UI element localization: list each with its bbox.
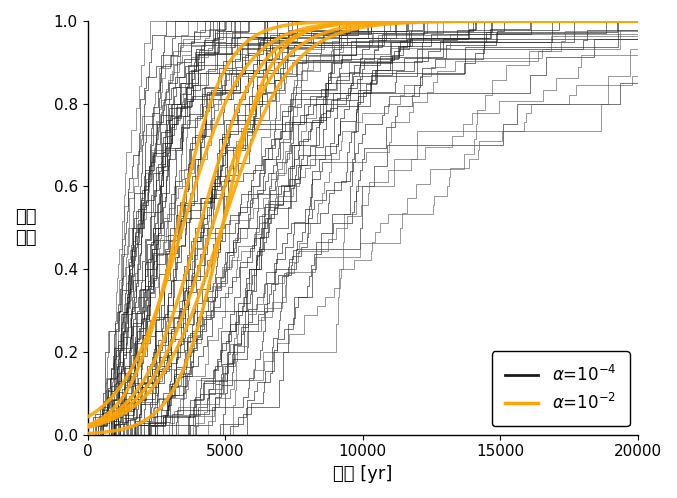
Y-axis label: 結晶
化度: 結晶 化度 [15,209,37,248]
X-axis label: 時間 [yr]: 時間 [yr] [333,465,393,483]
Legend: $\alpha$=10$^{-4}$, $\alpha$=10$^{-2}$: $\alpha$=10$^{-4}$, $\alpha$=10$^{-2}$ [492,351,630,426]
